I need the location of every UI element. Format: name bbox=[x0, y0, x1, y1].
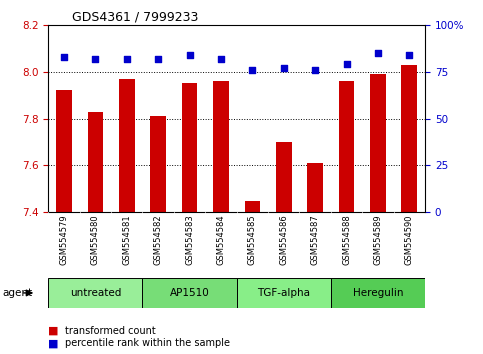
Bar bbox=[401, 65, 417, 212]
Text: GSM554588: GSM554588 bbox=[342, 215, 351, 265]
Bar bbox=[213, 81, 229, 212]
Bar bbox=[276, 142, 292, 212]
Text: GSM554581: GSM554581 bbox=[122, 215, 131, 265]
Point bbox=[217, 56, 225, 61]
Text: GSM554580: GSM554580 bbox=[91, 215, 100, 265]
Bar bbox=[244, 201, 260, 212]
Point bbox=[406, 52, 413, 58]
Text: untreated: untreated bbox=[70, 288, 121, 298]
Text: GSM554579: GSM554579 bbox=[59, 215, 69, 265]
Text: GSM554587: GSM554587 bbox=[311, 215, 320, 265]
Bar bbox=[87, 112, 103, 212]
Point bbox=[186, 52, 194, 58]
Text: GSM554582: GSM554582 bbox=[154, 215, 163, 265]
Text: transformed count: transformed count bbox=[65, 326, 156, 336]
Text: percentile rank within the sample: percentile rank within the sample bbox=[65, 338, 230, 348]
Text: GSM554589: GSM554589 bbox=[373, 215, 383, 265]
Text: AP1510: AP1510 bbox=[170, 288, 210, 298]
Text: GSM554585: GSM554585 bbox=[248, 215, 257, 265]
Bar bbox=[182, 84, 198, 212]
Point bbox=[343, 61, 351, 67]
Text: ■: ■ bbox=[48, 338, 59, 348]
Text: ■: ■ bbox=[48, 326, 59, 336]
Text: TGF-alpha: TGF-alpha bbox=[257, 288, 310, 298]
Point bbox=[155, 56, 162, 61]
Text: GSM554584: GSM554584 bbox=[216, 215, 226, 265]
Point bbox=[92, 56, 99, 61]
Point bbox=[60, 54, 68, 59]
Text: agent: agent bbox=[2, 288, 32, 298]
Bar bbox=[150, 116, 166, 212]
Point bbox=[280, 65, 288, 71]
Bar bbox=[119, 79, 135, 212]
Point bbox=[312, 67, 319, 73]
Text: GSM554586: GSM554586 bbox=[279, 215, 288, 265]
Point bbox=[249, 67, 256, 73]
Text: GSM554590: GSM554590 bbox=[405, 215, 414, 265]
Point bbox=[123, 56, 131, 61]
Bar bbox=[48, 278, 142, 308]
Text: Heregulin: Heregulin bbox=[353, 288, 403, 298]
Bar bbox=[237, 278, 331, 308]
Bar bbox=[142, 278, 237, 308]
Bar bbox=[331, 278, 425, 308]
Text: GDS4361 / 7999233: GDS4361 / 7999233 bbox=[72, 11, 199, 24]
Bar bbox=[339, 81, 355, 212]
Bar bbox=[307, 163, 323, 212]
Bar bbox=[56, 91, 72, 212]
Bar bbox=[370, 74, 386, 212]
Text: GSM554583: GSM554583 bbox=[185, 215, 194, 265]
Point bbox=[374, 50, 382, 56]
